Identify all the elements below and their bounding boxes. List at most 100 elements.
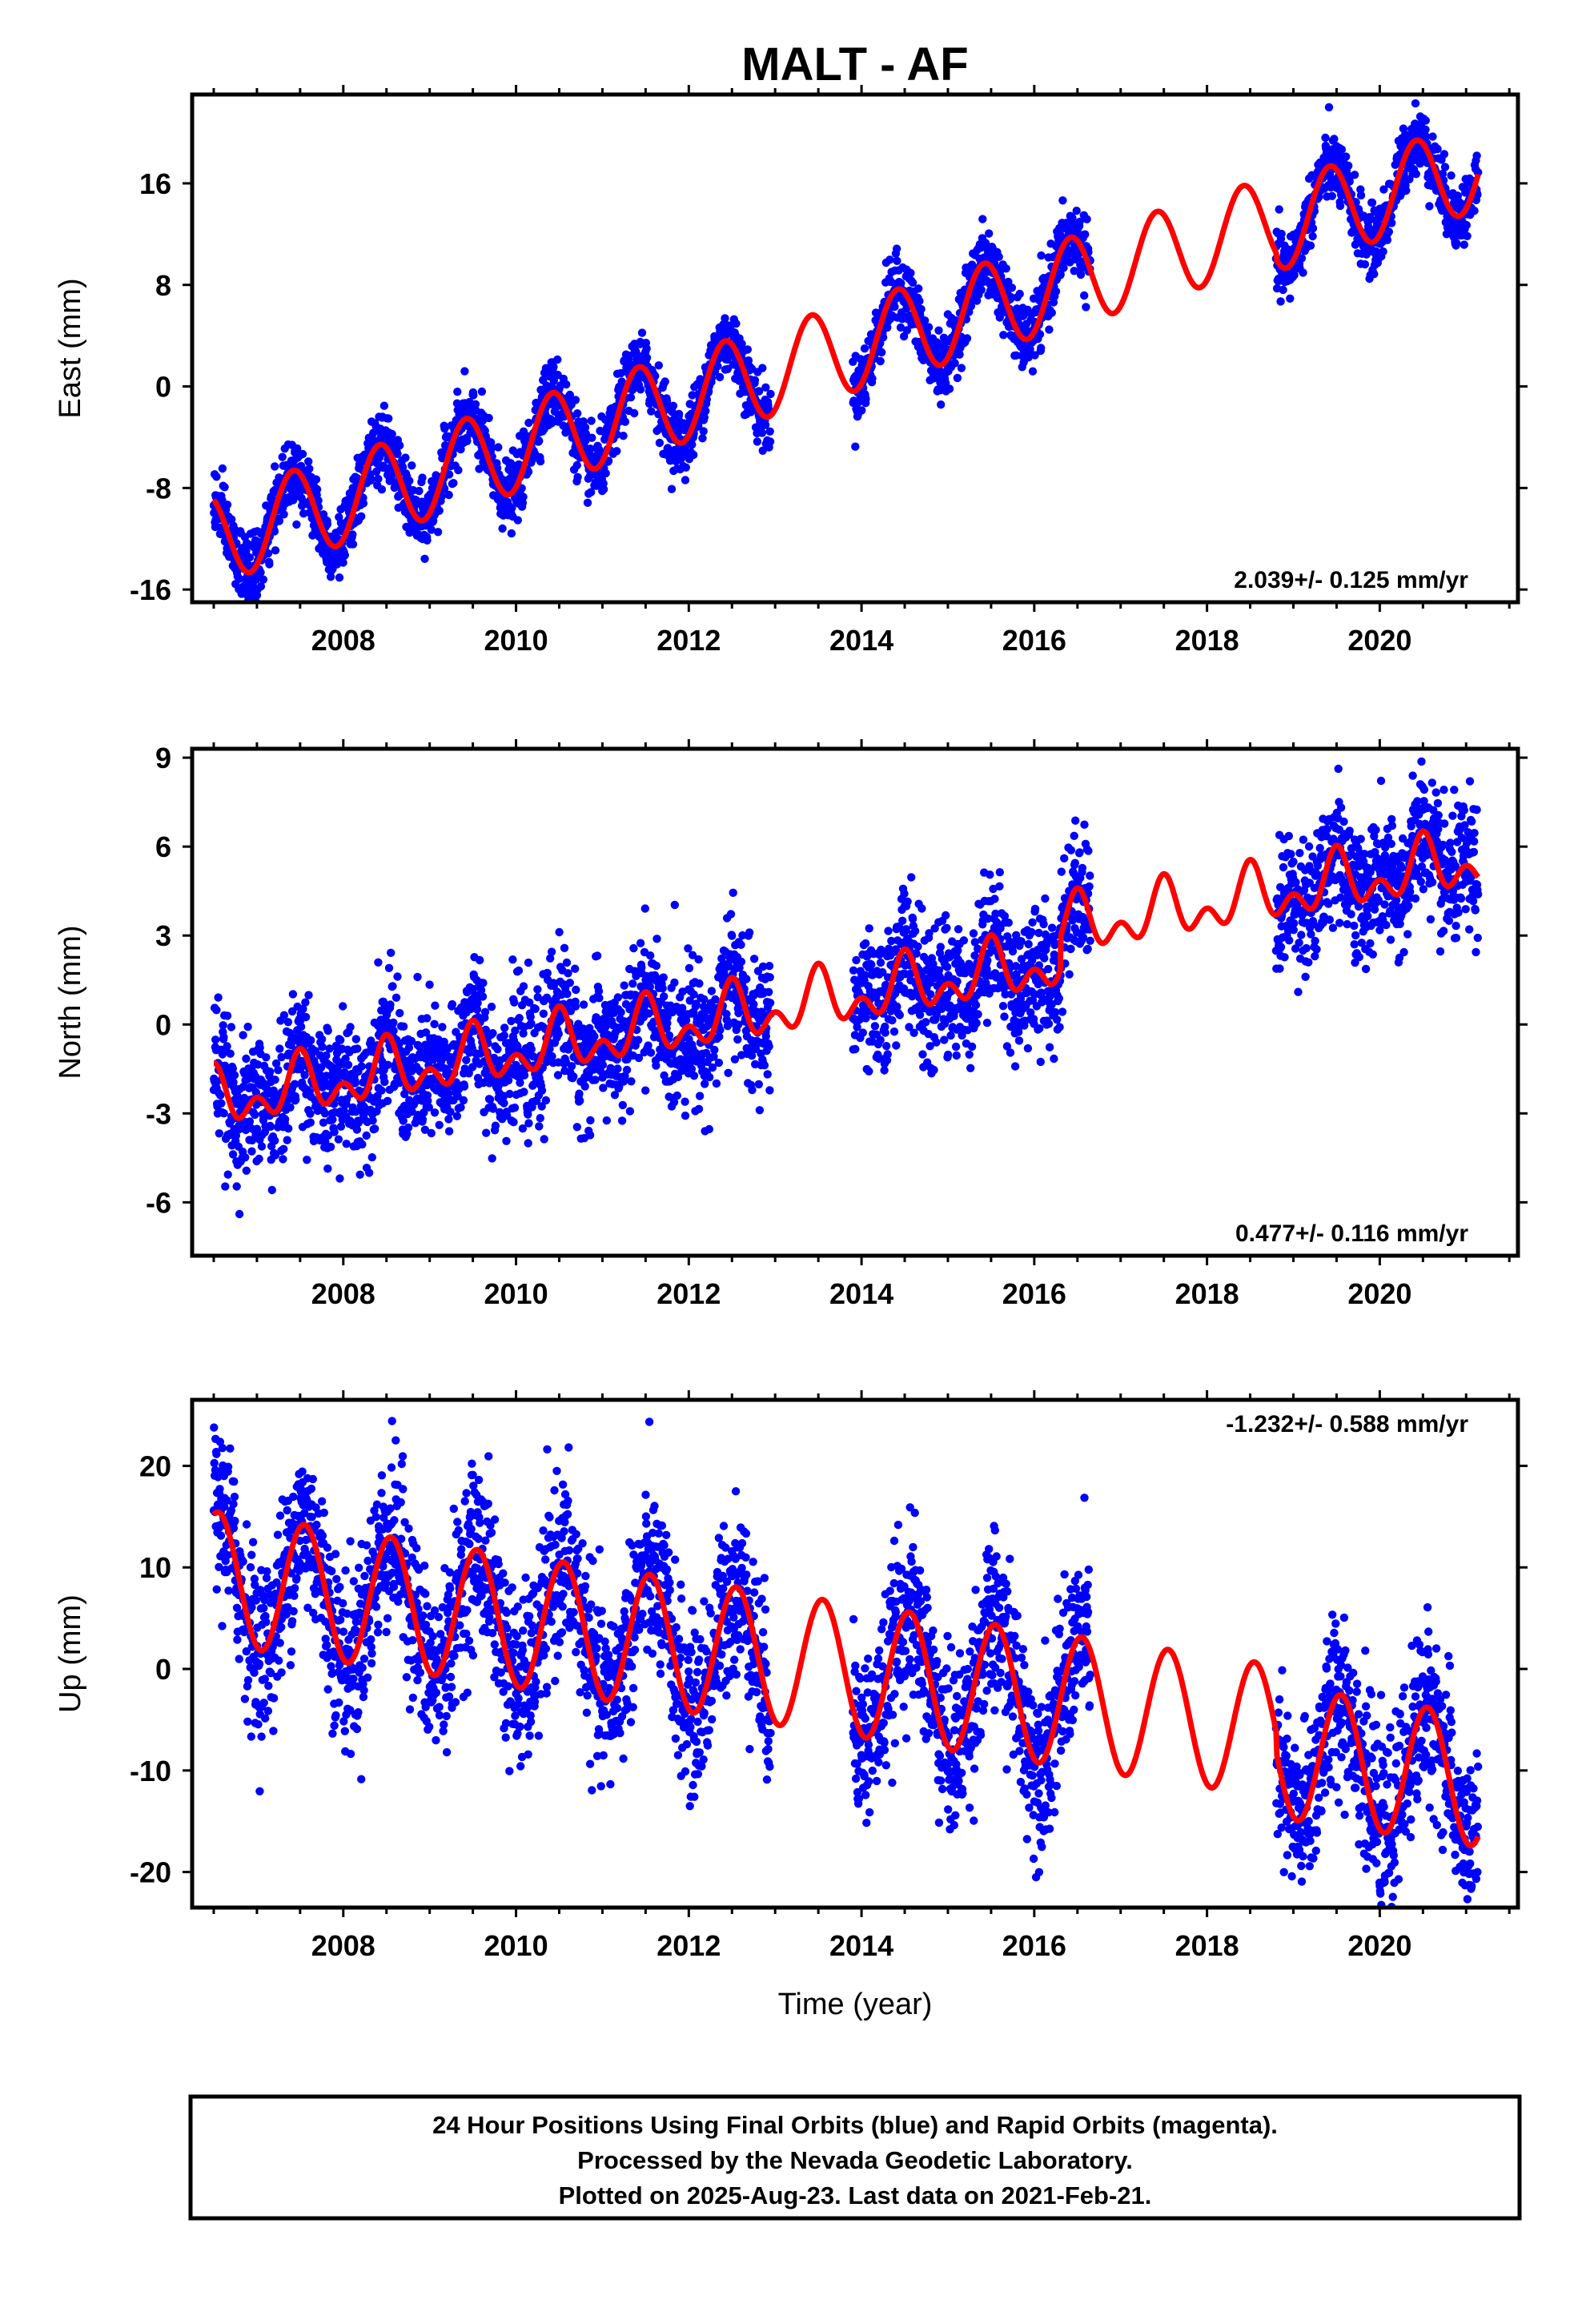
data-point (1286, 294, 1295, 303)
data-point (896, 323, 905, 332)
data-point (591, 1076, 600, 1084)
data-point (579, 1000, 588, 1009)
data-point (484, 413, 493, 423)
data-point (1082, 303, 1090, 312)
data-point (562, 380, 571, 389)
data-point (583, 498, 592, 507)
data-point (1411, 170, 1421, 179)
data-point (256, 568, 265, 577)
rate-label-east: 2.039+/- 0.125 mm/yr (1234, 567, 1468, 593)
x-tick-label: 2010 (484, 624, 548, 657)
chart-title: MALT - AF (741, 38, 968, 90)
data-point (435, 506, 444, 515)
data-point (876, 356, 885, 366)
data-point (626, 393, 636, 402)
data-point (914, 284, 923, 293)
data-point (384, 963, 394, 973)
data-point (242, 1166, 251, 1176)
data-point (320, 1109, 330, 1118)
data-point (1438, 169, 1447, 179)
data-point (358, 1140, 367, 1149)
data-point (227, 1023, 236, 1031)
data-point (321, 1137, 330, 1146)
data-point (715, 372, 725, 382)
data-point (271, 1076, 279, 1084)
data-point (1324, 103, 1334, 112)
data-point (950, 359, 959, 368)
data-point (502, 1136, 511, 1146)
data-point (1350, 171, 1359, 179)
data-point (359, 499, 368, 508)
data-point (1068, 213, 1077, 223)
data-point (389, 1018, 398, 1027)
data-point (1035, 330, 1045, 339)
data-point (477, 387, 487, 396)
data-point (994, 252, 1003, 261)
data-point (301, 998, 310, 1007)
data-point (1470, 207, 1479, 215)
data-point (508, 504, 516, 513)
data-point (517, 484, 526, 493)
data-point (945, 384, 954, 393)
data-point (1028, 367, 1038, 376)
data-point (553, 355, 562, 364)
data-point (404, 1123, 413, 1132)
data-point (616, 1007, 625, 1017)
data-point (537, 1086, 547, 1096)
data-point (500, 1023, 509, 1032)
data-point (565, 979, 574, 987)
data-point (536, 456, 545, 466)
data-point (572, 985, 580, 995)
data-point (661, 377, 669, 386)
data-point (348, 530, 357, 539)
data-point (520, 1088, 528, 1096)
data-point (362, 1131, 371, 1140)
data-point (508, 955, 517, 964)
data-point (1387, 219, 1396, 227)
data-point (218, 464, 227, 473)
data-point (270, 527, 279, 536)
data-point (758, 364, 767, 372)
data-point (524, 467, 533, 476)
data-point (1308, 223, 1318, 233)
data-point (223, 1170, 232, 1179)
data-point (379, 401, 389, 410)
data-point (304, 991, 313, 999)
data-point (271, 546, 280, 555)
data-point (220, 483, 229, 492)
panel-north: 2008 2010 2012 2014 2016 2018 2020-6-30369Nort… (54, 739, 1528, 1310)
data-point (452, 1112, 462, 1120)
data-point (1422, 132, 1431, 141)
data-point (554, 1029, 563, 1039)
data-point (658, 984, 667, 993)
data-point (510, 1104, 520, 1112)
data-point (851, 442, 860, 451)
data-point (957, 364, 966, 372)
data-point (744, 356, 753, 365)
data-point (681, 463, 690, 472)
data-point (476, 955, 484, 965)
data-point (335, 573, 344, 582)
data-point (367, 1036, 375, 1045)
data-point (670, 978, 679, 987)
data-point (340, 551, 349, 560)
data-point (1051, 287, 1061, 296)
data-point (283, 1018, 293, 1027)
data-point (573, 409, 582, 418)
data-point (228, 1064, 237, 1073)
data-point (1335, 201, 1345, 211)
data-point (504, 1076, 513, 1085)
data-point (1075, 217, 1084, 227)
data-point (274, 1066, 283, 1075)
data-point (1356, 191, 1366, 200)
data-point (1070, 267, 1078, 275)
data-point (908, 278, 917, 287)
data-point (336, 1035, 345, 1045)
data-point (408, 461, 416, 470)
panel-east: 2008 2010 2012 2014 2016 2018 2020-16-80816Eas… (54, 85, 1528, 657)
data-point (326, 1142, 335, 1152)
data-point (245, 1117, 255, 1126)
data-point (640, 904, 649, 913)
data-point (962, 334, 972, 343)
